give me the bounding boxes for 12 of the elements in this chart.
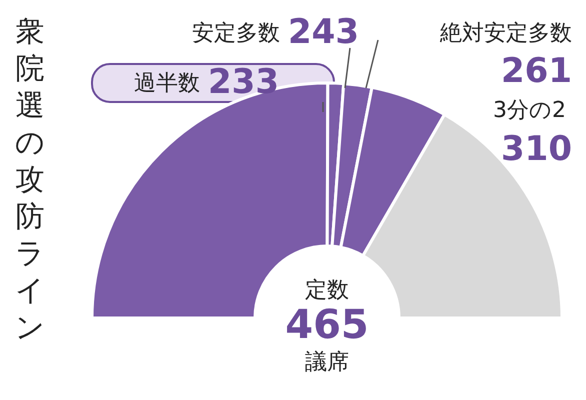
category-label: 定数 [305, 278, 349, 303]
category-label: 絶対安定多数 [439, 21, 572, 46]
category-label: 3分の2 [493, 98, 566, 123]
data-label: 465 [285, 302, 369, 348]
text: 議席 [305, 350, 349, 375]
data-label: 261 [501, 51, 572, 91]
chart-title: 衆院選の攻防ライン [15, 14, 45, 344]
category-label: 安定多数 [192, 21, 280, 46]
category-label: 過半数 [134, 71, 200, 96]
data-label: 233 [208, 62, 279, 102]
data-label: 243 [288, 12, 359, 52]
data-label: 310 [501, 129, 572, 169]
